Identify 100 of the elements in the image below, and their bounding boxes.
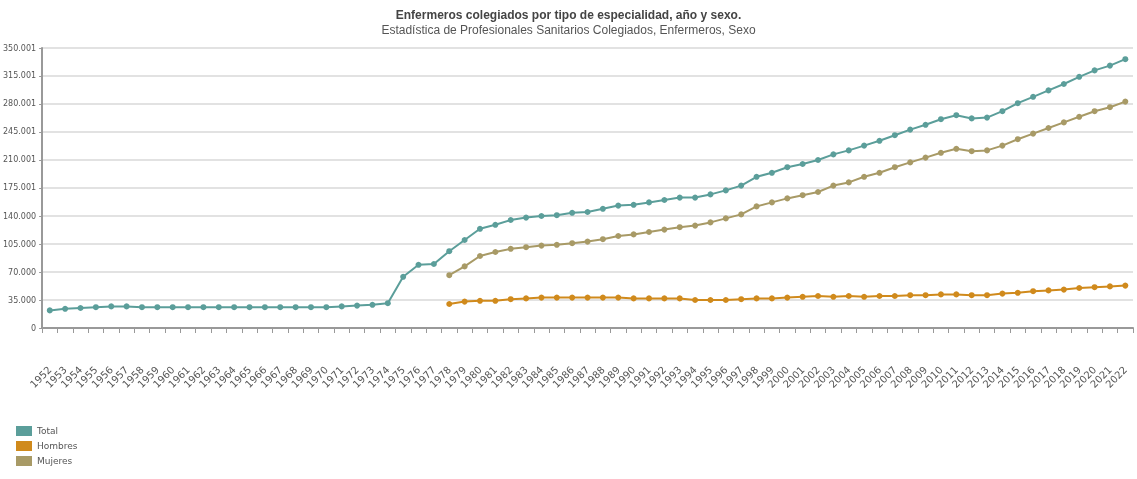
point — [569, 294, 576, 301]
point — [722, 215, 729, 222]
point — [630, 295, 637, 302]
legend-label: Total — [36, 426, 59, 436]
point — [1076, 285, 1083, 291]
point — [446, 301, 453, 307]
point — [1030, 288, 1037, 295]
point — [768, 199, 775, 206]
point — [876, 169, 883, 176]
point — [461, 298, 468, 305]
point — [676, 295, 683, 302]
point — [615, 294, 622, 301]
point — [630, 231, 637, 238]
point — [861, 173, 868, 180]
point — [722, 297, 729, 303]
point — [446, 272, 453, 279]
y-tick-label: 280.001 — [2, 99, 37, 109]
y-tick-label: 210.001 — [2, 155, 37, 165]
point — [907, 159, 914, 166]
point — [1091, 108, 1098, 115]
point — [646, 229, 652, 235]
point — [523, 244, 530, 251]
point — [1060, 119, 1067, 126]
point — [753, 295, 760, 302]
point — [476, 297, 483, 304]
point — [1106, 283, 1113, 290]
point — [569, 240, 576, 247]
point — [999, 142, 1006, 149]
point — [523, 295, 530, 302]
point — [1091, 284, 1098, 291]
point — [845, 179, 852, 186]
point — [968, 292, 975, 299]
point — [507, 245, 514, 252]
legend-label: Mujeres — [37, 456, 73, 466]
y-tick-label: 175.001 — [2, 183, 37, 193]
point — [799, 192, 806, 199]
y-tick-label: 0 — [30, 323, 37, 333]
point — [461, 263, 468, 270]
point — [753, 203, 760, 210]
point — [507, 296, 514, 303]
point — [784, 294, 791, 301]
y-tick-label: 350.001 — [2, 43, 37, 53]
point — [1045, 125, 1052, 131]
point — [538, 294, 545, 301]
point — [492, 249, 499, 255]
point — [784, 195, 791, 202]
point — [876, 293, 883, 299]
y-tick-label: 105.000 — [2, 239, 37, 249]
point — [553, 294, 560, 301]
point — [1060, 286, 1067, 293]
point — [922, 292, 929, 299]
point — [1014, 289, 1021, 296]
point — [922, 154, 929, 161]
point — [599, 294, 606, 301]
point — [861, 293, 868, 300]
point — [661, 295, 668, 302]
point — [738, 211, 745, 218]
chart-subtitle: Estadística de Profesionales Sanitarios Colegiados, Enfermeros, Sexo — [381, 23, 756, 37]
point — [937, 291, 944, 298]
point — [1076, 113, 1083, 120]
point — [1122, 282, 1129, 289]
point — [1030, 130, 1037, 137]
point — [553, 241, 560, 248]
point — [492, 297, 499, 304]
point — [984, 292, 991, 299]
chart-title: Enfermeros colegiados por tipo de especialidad, año y sexo. — [395, 8, 742, 22]
point — [830, 293, 837, 300]
point — [907, 292, 914, 299]
y-tick-label: 245.001 — [2, 127, 37, 137]
point — [661, 226, 668, 233]
point — [692, 297, 699, 303]
point — [815, 293, 822, 299]
y-tick-label: 70.000 — [8, 267, 37, 277]
point — [845, 293, 852, 299]
point — [476, 253, 483, 259]
point — [984, 147, 991, 154]
point — [968, 148, 975, 155]
point — [1014, 136, 1021, 143]
point — [676, 224, 683, 231]
point — [815, 189, 822, 195]
point — [646, 295, 652, 302]
point — [891, 164, 898, 171]
point — [891, 293, 898, 299]
point — [953, 291, 960, 298]
point — [738, 296, 745, 303]
y-tick-label: 140.000 — [2, 211, 37, 221]
point — [768, 295, 775, 302]
point — [953, 145, 960, 152]
point — [615, 233, 622, 239]
point — [707, 297, 714, 303]
y-tick-label: 315.001 — [2, 71, 37, 81]
point — [830, 182, 837, 189]
point — [937, 149, 944, 156]
point — [599, 236, 606, 243]
point — [1122, 98, 1129, 105]
point — [538, 242, 545, 249]
point — [707, 219, 714, 226]
y-tick-label: 35.000 — [8, 295, 37, 305]
point — [999, 290, 1006, 297]
point — [799, 293, 806, 300]
